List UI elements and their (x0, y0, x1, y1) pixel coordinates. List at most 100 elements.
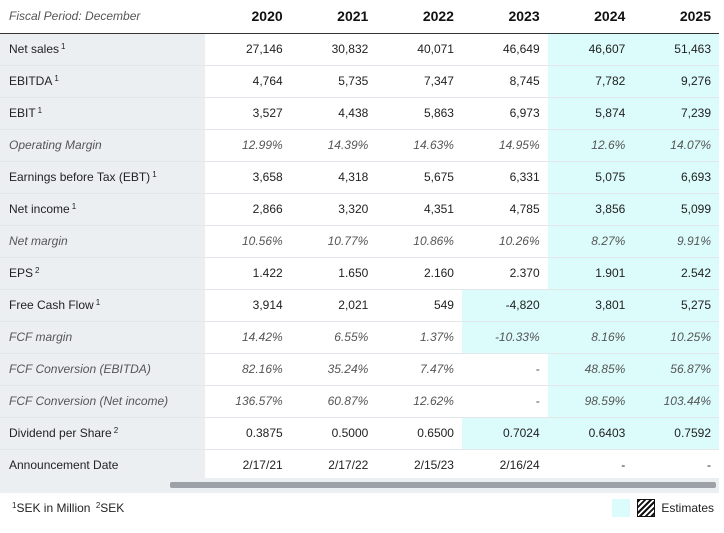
value-cell: 0.6500 (376, 417, 462, 450)
row-label: EBITDA 1 (0, 65, 206, 98)
value-cell: 1.650 (290, 257, 377, 290)
value-cell: 6,331 (461, 161, 548, 194)
row-label: Net sales 1 (0, 33, 206, 66)
value-cell: 1.422 (205, 257, 291, 290)
row-label: EPS 2 (0, 257, 206, 290)
value-cell: 82.16% (205, 353, 291, 386)
legend-label: Estimates (661, 501, 714, 515)
value-cell: - (461, 385, 548, 418)
hatched-swatch-icon (637, 499, 656, 517)
value-cell: 4,438 (290, 97, 377, 130)
value-cell: 35.24% (290, 353, 377, 386)
footnote-marker: 2 (95, 501, 101, 510)
table-row: FCF Conversion (Net income) 136.57% 60.87%… (0, 385, 719, 418)
value-cell: 2.160 (376, 257, 462, 290)
value-cell: 12.99% (205, 129, 291, 162)
value-cell: 14.07% (633, 129, 719, 162)
table-row: Net margin 10.56% 10.77% 10.86% 10.26% 8.27% 9… (0, 225, 719, 258)
value-cell: -4,820 (461, 289, 548, 322)
value-cell: 7.47% (376, 353, 462, 386)
value-cell: 40,071 (376, 33, 462, 66)
value-cell: 5,275 (633, 289, 719, 322)
value-cell: 3,801 (547, 289, 634, 322)
value-cell: 2/16/24 (461, 449, 548, 482)
value-cell: 2/15/23 (376, 449, 462, 482)
value-cell: 8.27% (547, 225, 634, 258)
table-row: Net sales 1 27,146 30,832 40,071 46,649 46,607… (0, 33, 719, 66)
header-row: Fiscal Period: December 2020 2021 2022 2… (0, 0, 719, 34)
footnote-marker: 1 (37, 106, 43, 115)
year-header: 2021 (290, 0, 377, 34)
table-row: Earnings before Tax (EBT) 1 3,658 4,318 5,67… (0, 161, 719, 194)
value-cell: 14.39% (290, 129, 377, 162)
value-cell: 3,658 (205, 161, 291, 194)
footnote-text: SEK in Million (16, 501, 91, 515)
value-cell: 549 (376, 289, 462, 322)
year-header: 2022 (376, 0, 462, 34)
value-cell: - (547, 449, 634, 482)
value-cell: 9,276 (633, 65, 719, 98)
value-cell: 103.44% (633, 385, 719, 418)
value-cell: 4,764 (205, 65, 291, 98)
value-cell: 2,021 (290, 289, 377, 322)
row-label: EBIT 1 (0, 97, 206, 130)
value-cell: 10.26% (461, 225, 548, 258)
value-cell: 46,649 (461, 33, 548, 66)
table-row: FCF margin 14.42% 6.55% 1.37% -10.33% 8.16% 10… (0, 321, 719, 354)
table-row: Net income 1 2,866 3,320 4,351 4,785 3,856 5,09… (0, 193, 719, 226)
table-row: Announcement Date 2/17/21 2/17/22 2/15/23 2/… (0, 449, 719, 482)
row-label-text: EPS (9, 266, 34, 280)
value-cell: 30,832 (290, 33, 377, 66)
row-label: Free Cash Flow 1 (0, 289, 206, 322)
table-row: EBIT 1 3,527 4,438 5,863 6,973 5,874 7,239 (0, 97, 719, 130)
row-label: Net margin (0, 225, 206, 258)
value-cell: 3,527 (205, 97, 291, 130)
footnote-marker: 1 (95, 298, 101, 307)
value-cell: 10.25% (633, 321, 719, 354)
footnote-marker: 1 (12, 501, 17, 510)
value-cell: 48.85% (547, 353, 634, 386)
table-row: FCF Conversion (EBITDA) 82.16% 35.24% 7.47%… (0, 353, 719, 386)
value-cell: 2.542 (633, 257, 719, 290)
value-cell: 0.7592 (633, 417, 719, 450)
value-cell: 0.5000 (290, 417, 377, 450)
table-row: EPS 2 1.422 1.650 2.160 2.370 1.901 2.542 (0, 257, 719, 290)
value-cell: 2.370 (461, 257, 548, 290)
footnote-text: SEK (100, 501, 125, 515)
value-cell: 5,675 (376, 161, 462, 194)
row-label: Operating Margin (0, 129, 206, 162)
value-cell: 4,351 (376, 193, 462, 226)
value-cell: 0.7024 (461, 417, 548, 450)
horizontal-scrollbar[interactable] (0, 478, 719, 493)
scrollbar-thumb[interactable] (170, 482, 716, 488)
value-cell: 0.6403 (547, 417, 634, 450)
value-cell: 10.77% (290, 225, 377, 258)
value-cell: 8,745 (461, 65, 548, 98)
value-cell: 5,099 (633, 193, 719, 226)
value-cell: 27,146 (205, 33, 291, 66)
table-row: Operating Margin 12.99% 14.39% 14.63% 14.95%… (0, 129, 719, 162)
value-cell: 14.42% (205, 321, 291, 354)
row-label: Announcement Date (0, 449, 206, 482)
footnote-marker: 2 (113, 426, 119, 435)
value-cell: 12.62% (376, 385, 462, 418)
value-cell: 5,075 (547, 161, 634, 194)
value-cell: 14.63% (376, 129, 462, 162)
row-label: Dividend per Share 2 (0, 417, 206, 450)
year-header: 2023 (461, 0, 548, 34)
value-cell: 6,693 (633, 161, 719, 194)
value-cell: 1.37% (376, 321, 462, 354)
value-cell: 6,973 (461, 97, 548, 130)
row-label: FCF Conversion (EBITDA) (0, 353, 206, 386)
value-cell: 8.16% (547, 321, 634, 354)
estimate-swatch (612, 499, 631, 517)
footnote-marker: 1 (54, 74, 59, 83)
row-label: FCF Conversion (Net income) (0, 385, 206, 418)
value-cell: 2/17/22 (290, 449, 377, 482)
row-label: FCF margin (0, 321, 206, 354)
row-label-text: FCF Conversion (EBITDA) (9, 362, 151, 376)
value-cell: 7,347 (376, 65, 462, 98)
value-cell: 6.55% (290, 321, 377, 354)
row-label: Earnings before Tax (EBT) 1 (0, 161, 206, 194)
